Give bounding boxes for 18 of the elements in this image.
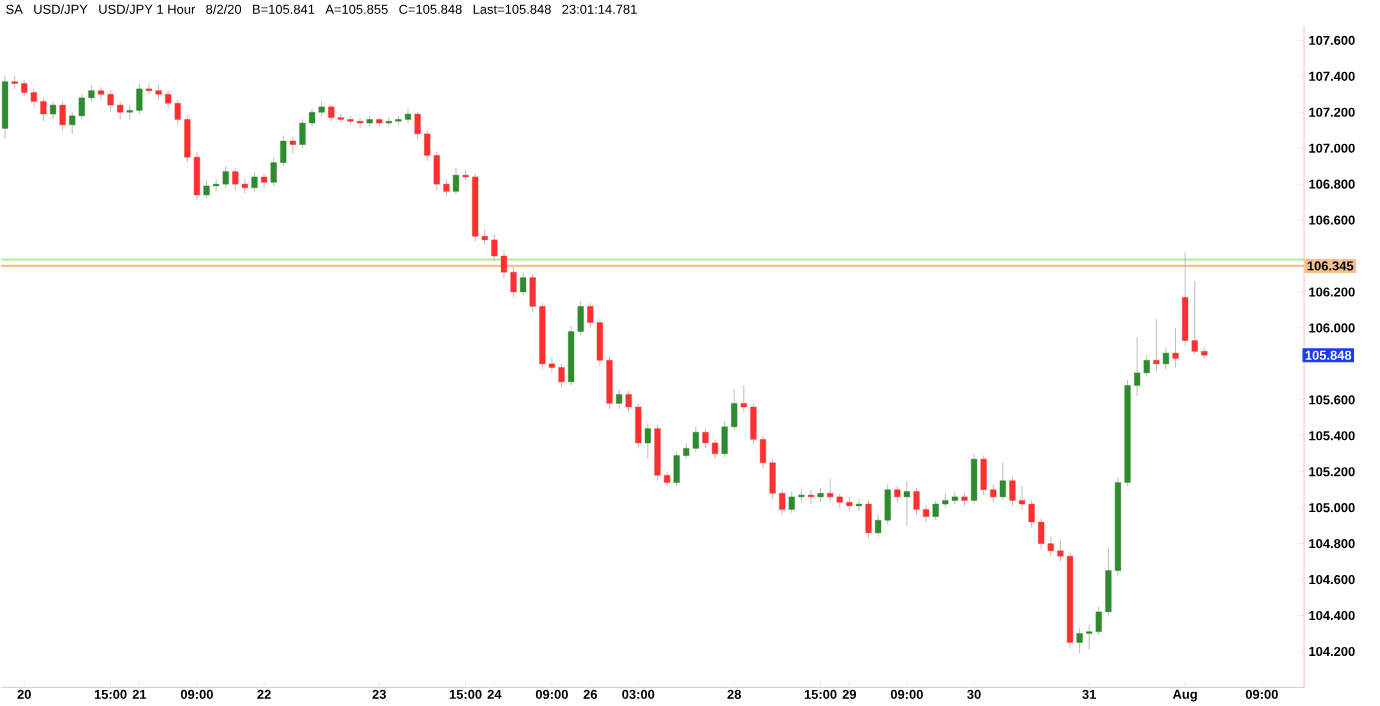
candlestick (59, 101, 66, 132)
candlestick (644, 423, 651, 460)
candlestick (251, 171, 258, 193)
candlestick (520, 272, 527, 297)
candlestick (1, 76, 9, 141)
candlestick (1162, 347, 1170, 371)
candlestick (289, 137, 296, 155)
candlestick (903, 480, 910, 527)
candlestick (970, 453, 978, 505)
candlestick (865, 500, 872, 540)
candlestick (855, 498, 862, 513)
candlestick (999, 462, 1006, 502)
candlestick (615, 388, 623, 410)
candlestick (1172, 327, 1179, 369)
candlestick (807, 489, 815, 505)
candlestick (452, 167, 460, 196)
candlestick (261, 173, 268, 189)
candlestick (1153, 318, 1160, 372)
